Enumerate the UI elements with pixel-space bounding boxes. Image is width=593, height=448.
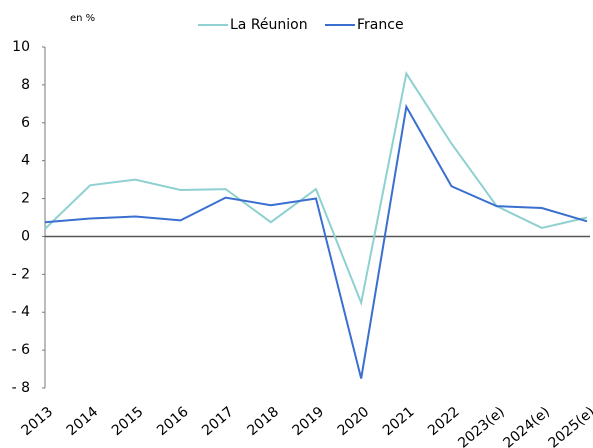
series-line [44,70,588,307]
x-tick-label: 2013 [19,404,57,439]
unit-label: en % [70,13,95,24]
y-tick-label: 8 [21,77,30,93]
y-tick-label: 0 [21,228,30,244]
x-tick-label: 2014 [64,404,102,439]
x-tick-label: 2025(e) [546,404,593,448]
x-tick-label: 2022 [425,404,463,439]
y-tick-label: 4 [21,153,30,169]
y-tick-label: 2 [21,191,30,207]
y-tick-label: - 4 [12,304,31,320]
x-tick-label: 2018 [244,404,282,439]
legend-label: La Réunion [230,17,308,33]
y-tick-label: - 6 [12,342,31,358]
x-tick-label: 2024(e) [500,404,553,448]
legend-label: France [357,17,404,33]
y-tick-label: - 8 [12,380,30,396]
x-tick-label: 2015 [109,404,147,439]
series-line [44,103,588,379]
x-tick-label: 2016 [154,404,192,439]
x-tick-label: 2020 [335,404,373,439]
x-tick-label: 2021 [380,404,418,439]
y-tick-label: 10 [12,39,30,55]
y-tick-label: - 2 [12,266,30,282]
x-tick-label: 2017 [199,404,237,439]
x-tick-label: 2019 [290,404,328,439]
x-tick-label: 2023(e) [455,404,508,448]
y-tick-label: 6 [21,115,30,131]
